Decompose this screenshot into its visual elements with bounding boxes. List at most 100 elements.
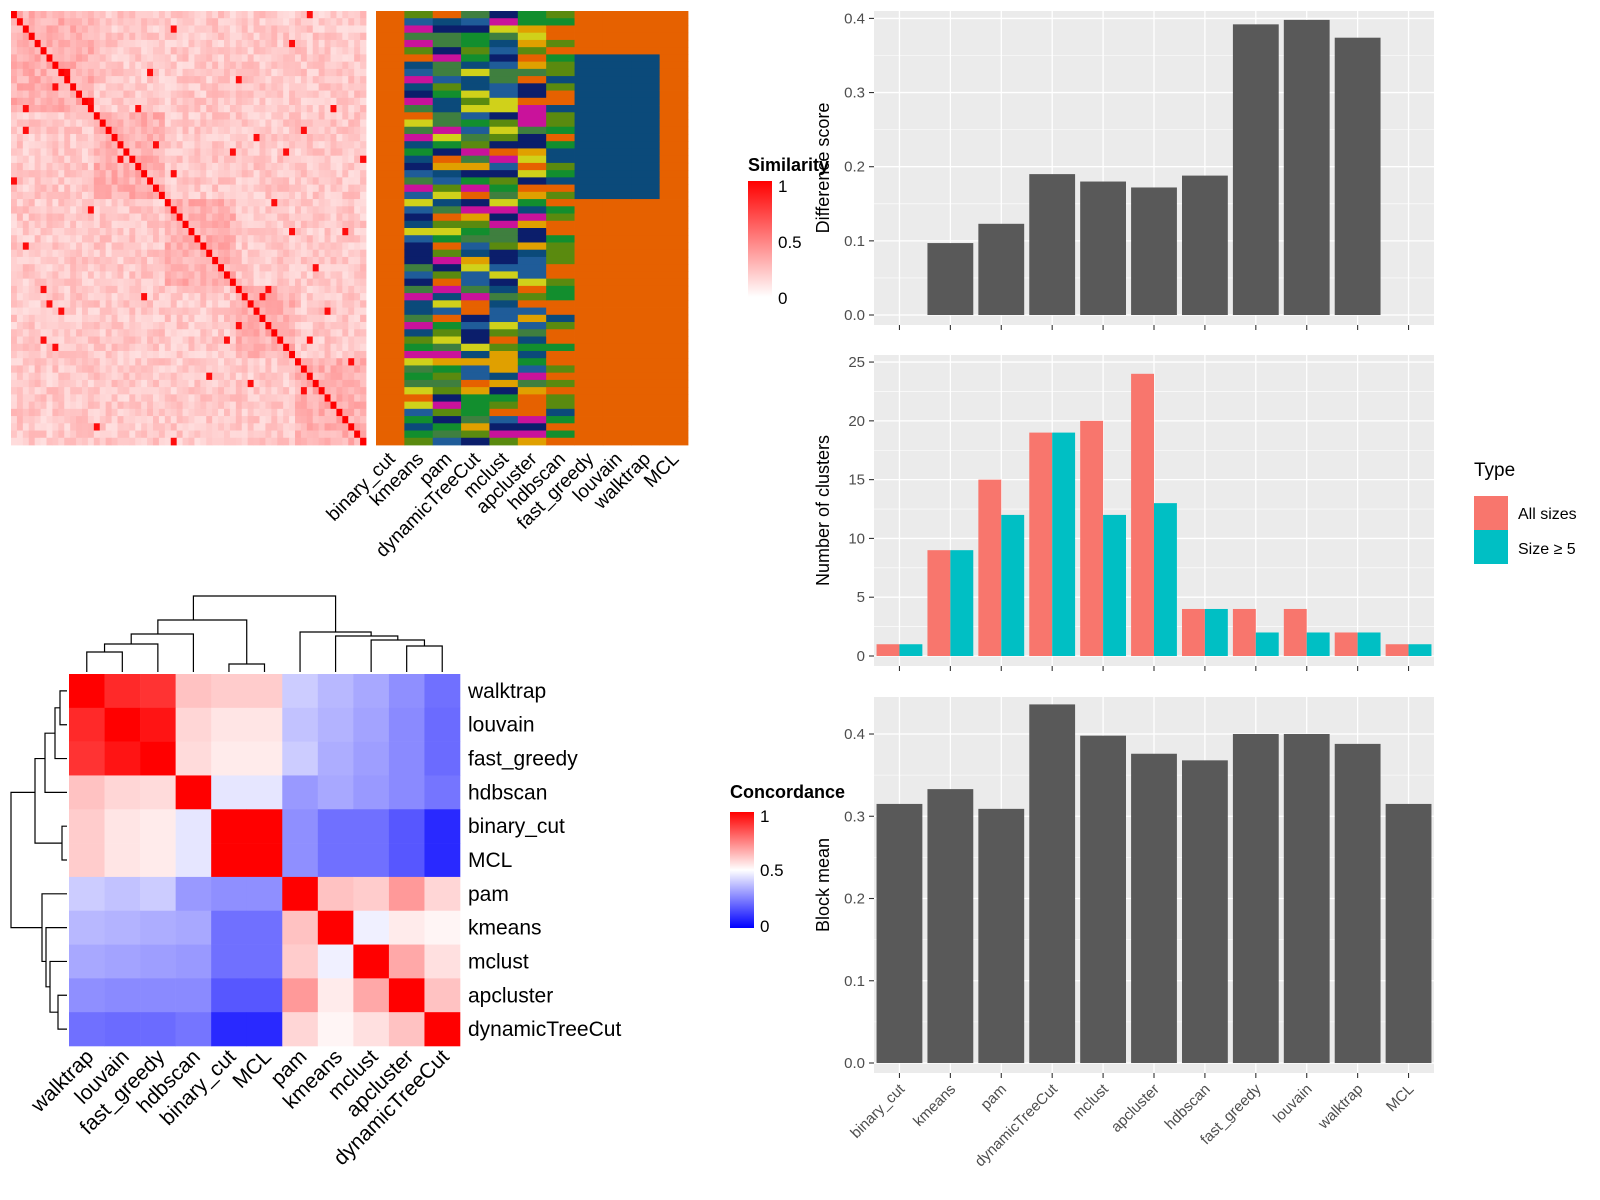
similarity-cell xyxy=(176,105,183,113)
similarity-cell xyxy=(93,199,101,207)
similarity-cell xyxy=(295,206,302,214)
similarity-cell xyxy=(182,148,189,157)
similarity-cell xyxy=(22,408,30,417)
similarity-cell xyxy=(229,141,237,149)
similarity-cell xyxy=(277,365,284,374)
similarity-cell xyxy=(176,394,183,402)
concordance-cell xyxy=(211,843,248,878)
similarity-cell xyxy=(99,170,107,178)
similarity-cell xyxy=(354,372,361,381)
similarity-cell xyxy=(342,372,349,381)
similarity-cell xyxy=(206,184,213,193)
similarity-cell xyxy=(93,314,101,323)
similarity-cell xyxy=(16,126,24,135)
class-cell xyxy=(432,184,462,193)
similarity-cell xyxy=(117,300,124,308)
concordance-row-label: louvain xyxy=(468,714,535,737)
similarity-cell xyxy=(336,11,343,19)
class-cell xyxy=(517,242,547,251)
similarity-cell xyxy=(129,11,136,19)
similarity-cell xyxy=(22,242,30,251)
similarity-cell xyxy=(206,430,213,439)
class-cell xyxy=(376,25,405,34)
class-cell xyxy=(574,76,604,84)
similarity-cell xyxy=(194,242,201,251)
similarity-cell xyxy=(28,206,36,214)
similarity-cell xyxy=(111,423,118,431)
similarity-cell xyxy=(153,220,160,229)
similarity-cell xyxy=(70,365,77,374)
similarity-cell xyxy=(212,83,219,91)
similarity-cell xyxy=(342,343,349,352)
similarity-cell xyxy=(164,119,172,128)
class-cell xyxy=(404,199,434,207)
similarity-cell xyxy=(129,18,136,26)
similarity-cell xyxy=(147,336,154,345)
similarity-cell xyxy=(129,126,136,135)
similarity-cell xyxy=(342,228,349,236)
concordance-cell xyxy=(211,674,248,709)
similarity-cell xyxy=(64,408,71,417)
similarity-cell xyxy=(34,394,41,402)
class-cell xyxy=(432,271,462,280)
class-cell xyxy=(517,76,547,84)
similarity-cell xyxy=(182,25,189,34)
similarity-cell xyxy=(93,408,101,417)
similarity-cell xyxy=(354,278,361,287)
class-cell xyxy=(546,83,575,91)
concordance-cell xyxy=(246,741,283,776)
similarity-cell xyxy=(147,293,154,301)
similarity-cell xyxy=(241,199,249,207)
similarity-cell xyxy=(123,54,130,63)
similarity-cell xyxy=(336,228,343,236)
similarity-cell xyxy=(58,97,65,106)
similarity-cell xyxy=(295,39,302,48)
similarity-cell xyxy=(176,213,183,222)
similarity-cell xyxy=(70,133,77,142)
similarity-cell xyxy=(318,416,325,424)
similarity-cell xyxy=(135,68,142,77)
similarity-cell xyxy=(289,112,296,120)
similarity-cell xyxy=(164,423,172,431)
similarity-cell xyxy=(218,343,225,352)
similarity-cell xyxy=(295,83,302,91)
concordance-cell xyxy=(175,978,212,1013)
similarity-cell xyxy=(141,90,148,99)
similarity-cell xyxy=(147,112,154,120)
class-cell xyxy=(602,408,632,417)
class-cell xyxy=(432,278,462,287)
similarity-cell xyxy=(111,25,118,34)
similarity-cell xyxy=(330,365,337,374)
similarity-cell xyxy=(176,293,183,301)
similarity-cell xyxy=(224,133,231,142)
similarity-cell xyxy=(224,408,231,417)
similarity-cell xyxy=(76,430,83,439)
similarity-cell xyxy=(153,191,160,200)
similarity-cell xyxy=(70,184,77,193)
similarity-cell xyxy=(318,170,325,178)
similarity-cell xyxy=(348,249,355,258)
similarity-cell xyxy=(247,170,254,178)
similarity-cell xyxy=(188,285,195,294)
similarity-cell xyxy=(253,18,260,26)
similarity-cell xyxy=(247,155,254,164)
similarity-cell xyxy=(235,358,243,366)
similarity-cell xyxy=(295,199,302,207)
class-cell xyxy=(574,105,604,113)
similarity-cell xyxy=(354,126,361,135)
similarity-cell xyxy=(241,25,249,34)
similarity-cell xyxy=(99,141,107,149)
similarity-cell xyxy=(360,365,367,374)
similarity-cell xyxy=(318,264,325,272)
class-cell xyxy=(574,293,604,301)
similarity-cell xyxy=(295,18,302,26)
similarity-cell xyxy=(141,329,148,337)
similarity-cell xyxy=(158,39,166,48)
similarity-cell xyxy=(224,155,231,164)
similarity-cell xyxy=(87,235,95,243)
similarity-cell xyxy=(153,242,160,251)
class-cell xyxy=(631,307,661,316)
class-cell xyxy=(517,379,547,388)
similarity-cell xyxy=(194,220,201,229)
similarity-cell xyxy=(93,162,101,171)
